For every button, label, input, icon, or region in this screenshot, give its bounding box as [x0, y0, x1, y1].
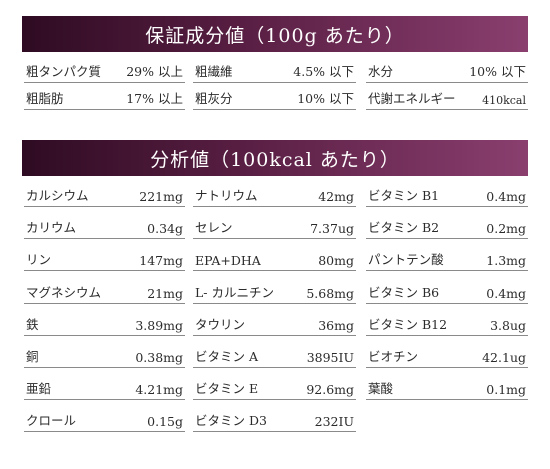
nutrient-label: 粗灰分 — [195, 91, 233, 106]
nutrient-label: ナトリウム — [195, 188, 258, 203]
nutrient-cell: 銅 0.38mg — [24, 346, 185, 368]
nutrient-label: カルシウム — [26, 188, 89, 203]
nutrient-value: 410kcal — [482, 94, 526, 107]
nutrient-label: 亜鉛 — [26, 381, 52, 397]
nutrient-cell: タウリン 36mg — [193, 314, 356, 336]
nutrient-value: 232IU — [314, 414, 354, 430]
nutrient-value: 80mg — [318, 253, 354, 269]
nutrient-cell: EPA+DHA 80mg — [193, 249, 356, 272]
nutrient-cell: マグネシウム 21mg — [24, 282, 185, 304]
nutrient-value: 0.2mg — [486, 221, 526, 237]
nutrient-cell: ビオチン 42.1ug — [366, 346, 528, 368]
guarantee-section-title: 保証成分値（100g あたり） — [22, 16, 528, 52]
nutrient-label: パントテン酸 — [368, 252, 444, 268]
nutrient-value: 3.89mg — [135, 317, 183, 333]
nutrient-cell: ビタミン B12 3.8ug — [366, 314, 528, 336]
nutrient-cell: 水分 10% 以下 — [366, 61, 528, 83]
nutrient-value: 0.1mg — [486, 382, 526, 398]
nutrient-label: カリウム — [26, 220, 77, 236]
nutrient-value: 0.34g — [147, 221, 183, 237]
nutrient-value: 4.5% 以下 — [293, 64, 354, 79]
nutrient-cell: クロール 0.15g — [24, 410, 185, 433]
nutrient-cell: ビタミン A 3895IU — [193, 346, 356, 368]
nutrient-label: ビタミン B1 — [368, 188, 440, 203]
nutrient-value: 0.38mg — [135, 350, 183, 365]
nutrient-value: 42.1ug — [482, 350, 526, 365]
nutrient-cell: ビタミン B6 0.4mg — [366, 282, 528, 304]
nutrient-cell: ナトリウム 42mg — [193, 185, 356, 207]
nutrient-value: 10% 以下 — [469, 64, 526, 79]
nutrient-label: リン — [26, 252, 52, 268]
nutrient-value: 5.68mg — [306, 285, 354, 301]
nutrient-value: 29% 以上 — [126, 64, 183, 79]
nutrient-cell: 粗脂肪 17% 以上 — [24, 88, 185, 110]
nutrient-label: マグネシウム — [26, 284, 102, 300]
nutrient-cell: ビタミン E 92.6mg — [193, 378, 356, 401]
nutrient-cell: 代謝エネルギー 410kcal — [366, 88, 528, 110]
nutrient-cell: 粗タンパク質 29% 以上 — [24, 61, 185, 83]
nutrient-value: 7.37ug — [310, 221, 354, 237]
nutrient-label: ビタミン A — [195, 349, 259, 364]
nutrient-label: 水分 — [368, 64, 394, 79]
nutrient-label: 粗タンパク質 — [26, 64, 102, 79]
nutrient-cell: パントテン酸 1.3mg — [366, 249, 528, 272]
nutrient-cell: カルシウム 221mg — [24, 185, 185, 207]
nutrient-value: 3895IU — [306, 350, 354, 365]
nutrient-value: 42mg — [318, 189, 354, 204]
nutrient-label: L- カルニチン — [195, 284, 274, 300]
nutrient-label: ビタミン B2 — [368, 220, 440, 236]
nutrient-label: ビタミン E — [195, 381, 259, 397]
nutrient-cell: ビタミン D3 232IU — [193, 410, 356, 433]
nutrient-value: 10% 以下 — [297, 91, 354, 106]
nutrient-label: 代謝エネルギー — [368, 91, 456, 106]
nutrient-value: 0.4mg — [486, 189, 526, 204]
nutrient-cell: ビタミン B2 0.2mg — [366, 217, 528, 240]
nutrient-label: ビタミン D3 — [195, 413, 267, 429]
nutrient-value: 21mg — [147, 285, 183, 301]
nutrient-label: 銅 — [26, 349, 39, 364]
nutrient-cell: ビタミン B1 0.4mg — [366, 185, 528, 207]
nutrient-label: ビタミン B6 — [368, 284, 440, 300]
nutrient-value: 92.6mg — [306, 382, 354, 398]
nutrient-cell: 粗灰分 10% 以下 — [193, 88, 356, 110]
nutrient-cell: L- カルニチン 5.68mg — [193, 282, 356, 304]
nutrient-value: 0.15g — [147, 414, 183, 430]
nutrient-label: セレン — [195, 220, 233, 236]
nutrient-label: EPA+DHA — [195, 253, 261, 269]
nutrient-cell: リン 147mg — [24, 249, 185, 272]
nutrient-label: 粗繊維 — [195, 64, 233, 79]
nutrient-label: タウリン — [195, 316, 246, 332]
nutrient-value: 36mg — [318, 317, 354, 333]
nutrient-label: 粗脂肪 — [26, 91, 64, 106]
nutrient-value: 221mg — [139, 189, 183, 204]
nutrient-label: ビオチン — [368, 349, 419, 364]
nutrient-cell: セレン 7.37ug — [193, 217, 356, 240]
nutrient-label: クロール — [26, 413, 77, 429]
nutrient-label: 葉酸 — [368, 381, 394, 397]
nutrient-value: 17% 以上 — [126, 91, 183, 106]
nutrient-label: ビタミン B12 — [368, 316, 448, 332]
nutrient-cell: 粗繊維 4.5% 以下 — [193, 61, 356, 83]
nutrient-cell: 葉酸 0.1mg — [366, 378, 528, 401]
nutrient-label: 鉄 — [26, 316, 39, 332]
nutrient-cell: 亜鉛 4.21mg — [24, 378, 185, 401]
nutrient-value: 1.3mg — [486, 253, 526, 269]
nutrient-value: 147mg — [139, 253, 183, 269]
nutrient-cell: カリウム 0.34g — [24, 217, 185, 240]
nutrient-value: 0.4mg — [486, 285, 526, 301]
nutrient-value: 3.8ug — [490, 317, 526, 333]
analysis-section-title: 分析値（100kcal あたり） — [22, 140, 528, 176]
nutrient-cell: 鉄 3.89mg — [24, 314, 185, 336]
nutrient-value: 4.21mg — [135, 382, 183, 398]
